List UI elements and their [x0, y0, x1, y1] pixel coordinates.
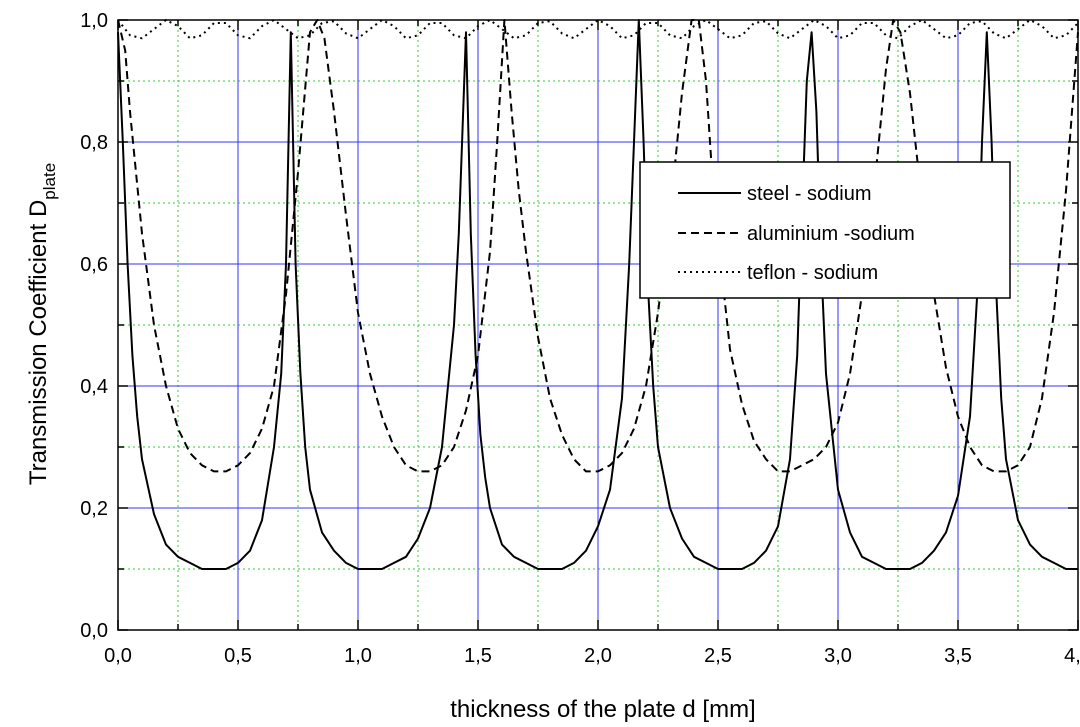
x-tick-label: 2,5: [704, 645, 732, 667]
x-tick-label: 2,0: [584, 645, 612, 667]
y-axis-title-subscript: plate: [40, 163, 59, 200]
legend-box: [639, 161, 1011, 299]
x-tick-label: 3,5: [944, 645, 972, 667]
legend-label-steel: steel - sodium: [747, 183, 872, 205]
y-tick-label: 0,4: [80, 376, 108, 398]
y-tick-labels: 0,0 0,2 0,4 0,6 0,8 1,0: [80, 10, 108, 642]
x-tick-label: 1,0: [344, 645, 372, 667]
tick-marks: [117, 19, 1079, 631]
x-tick-labels: 0,0 0,5 1,0 1,5 2,0 2,5 3,0 3,5 4,0: [104, 645, 1080, 667]
series-aluminium-sodium: [117, 19, 1079, 473]
x-tick-label: 4,0: [1064, 645, 1080, 667]
x-tick-label: 0,0: [104, 645, 132, 667]
legend-label-teflon: teflon - sodium: [747, 262, 878, 284]
series-steel-sodium: [117, 19, 1078, 570]
x-tick-label: 0,5: [224, 645, 252, 667]
x-tick-label: 3,0: [824, 645, 852, 667]
y-tick-label: 0,0: [80, 620, 108, 642]
x-axis-title: thickness of the plate d [mm]: [450, 696, 755, 723]
x-tick-label: 1,5: [464, 645, 492, 667]
series-teflon-sodium: [117, 19, 1079, 40]
y-axis-title-main: Transmission Coefficient D: [25, 200, 52, 485]
y-tick-label: 0,6: [80, 254, 108, 276]
series-layer: [117, 19, 1079, 570]
y-tick-label: 1,0: [80, 10, 108, 32]
y-tick-label: 0,8: [80, 132, 108, 154]
legend: steel - sodium aluminium -sodium teflon …: [639, 161, 1011, 299]
legend-label-aluminium: aluminium -sodium: [747, 223, 915, 245]
y-tick-label: 0,2: [80, 498, 108, 520]
y-axis-title: Transmission Coefficient Dplate: [25, 163, 59, 485]
